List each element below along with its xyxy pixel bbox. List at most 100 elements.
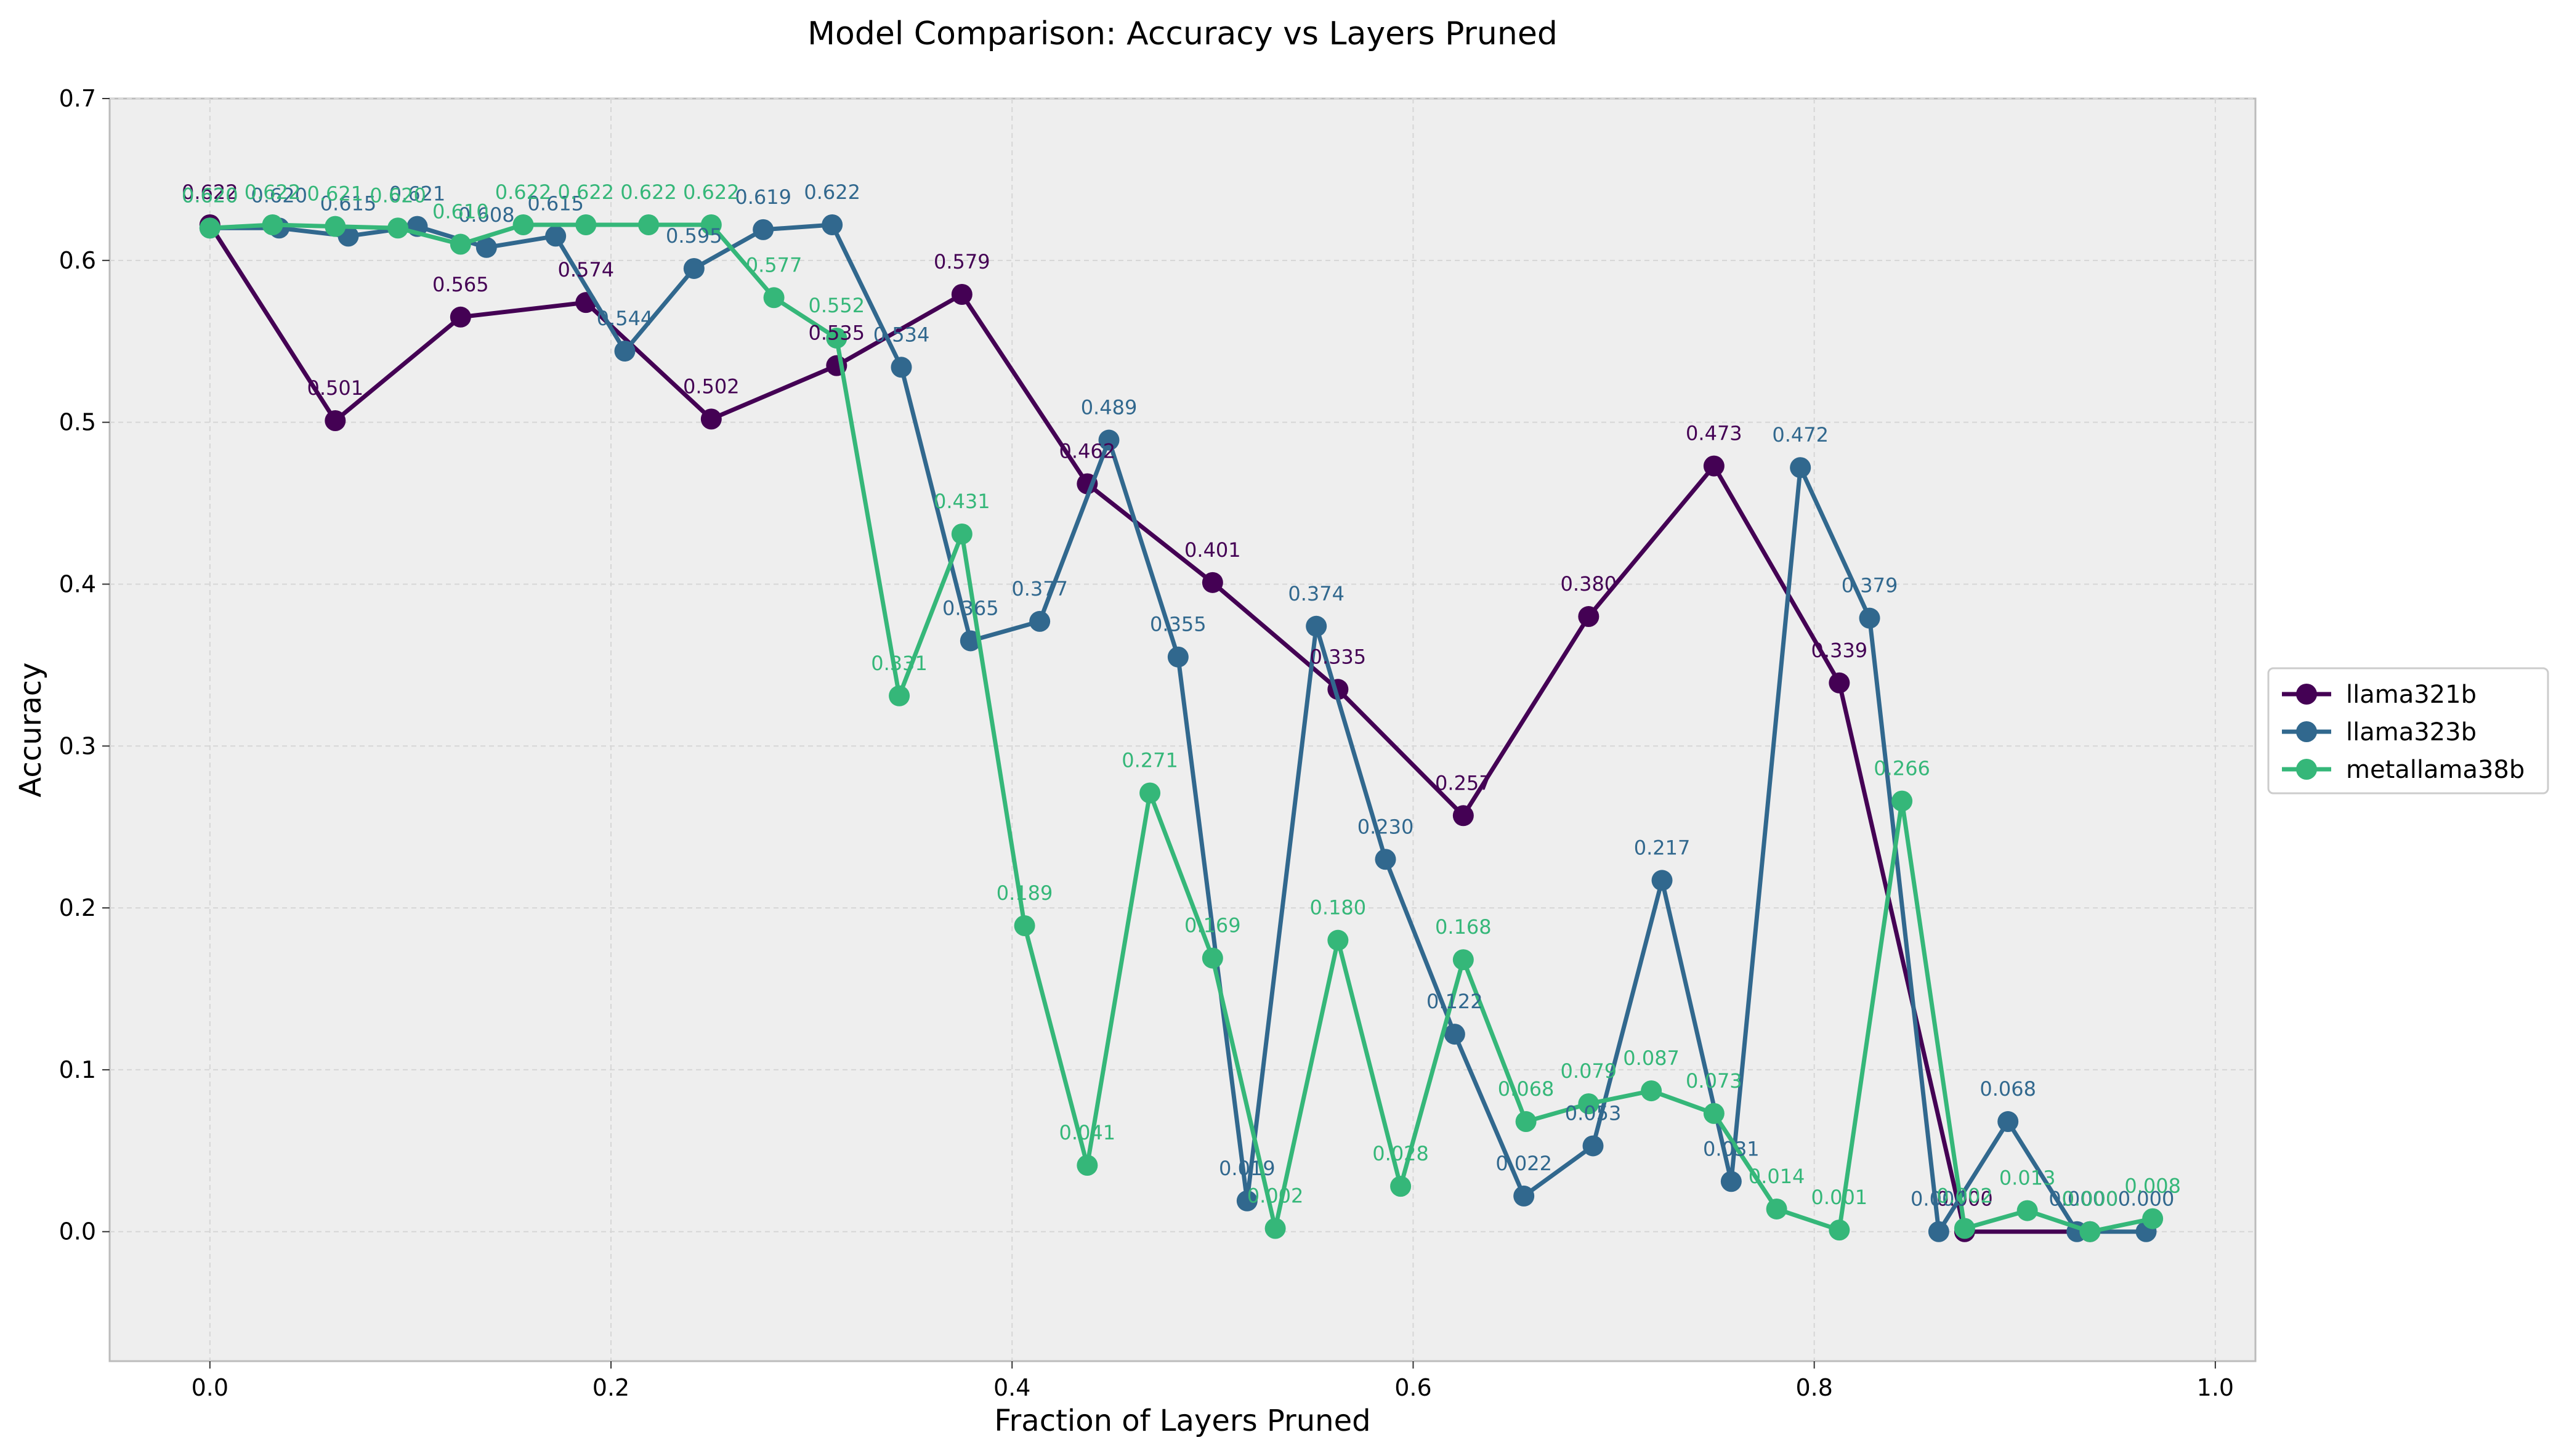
data-point [1452,949,1474,971]
data-point [387,217,409,239]
data-point [1513,1185,1535,1207]
data-label: 0.019 [1219,1157,1276,1180]
data-point [1703,455,1725,477]
data-point [638,214,660,235]
data-label: 0.073 [1686,1069,1742,1093]
data-point [325,410,346,432]
y-tick-label: 0.7 [59,85,96,112]
data-label: 0.620 [182,184,238,207]
data-label: 0.000 [1936,1187,1993,1211]
series-llama323b [199,214,2157,1242]
data-label: 0.622 [804,180,860,204]
legend-item-llama323b: llama323b [2282,718,2477,746]
data-point [1515,1111,1537,1133]
data-label: 0.377 [1011,577,1068,601]
data-label: 0.619 [735,185,791,209]
data-label: 0.365 [942,596,999,620]
data-label: 0.431 [934,490,990,513]
data-point [1582,1135,1604,1157]
y-tick-label: 0.6 [59,247,96,274]
data-label: 0.501 [307,376,364,400]
y-tick-label: 0.2 [59,894,96,921]
data-label: 0.068 [1498,1077,1555,1101]
data-label: 0.401 [1184,538,1241,562]
data-point [1928,1221,1949,1242]
y-tick-label: 0.5 [59,409,96,436]
data-label: 0.472 [1772,423,1829,447]
legend-frame [2267,667,2549,795]
data-label: 0.022 [1495,1152,1552,1175]
data-point [575,214,597,235]
data-label: 0.355 [1150,613,1207,636]
data-label: 0.000 [1911,1187,1967,1211]
data-point [450,306,471,328]
data-label: 0.622 [182,180,238,204]
data-point [1578,606,1599,628]
data-point [889,685,910,706]
data-point [1264,1218,1286,1239]
data-point [1829,672,1850,694]
data-point [1029,610,1051,632]
data-point [1139,782,1161,804]
data-label: 0.620 [251,184,307,207]
x-tick-label: 0.4 [993,1374,1030,1401]
data-point [1703,1102,1725,1124]
data-point [763,287,785,309]
data-label: 0.217 [1634,836,1691,859]
data-label: 0.534 [873,323,930,346]
data-label: 0.462 [1059,440,1116,463]
data-label: 0.620 [182,184,238,207]
data-label: 0.380 [1561,572,1617,596]
data-label: 0.622 [245,180,301,204]
data-label: 0.615 [527,192,584,215]
data-label: 0.502 [683,374,740,398]
data-label: 0.271 [1122,749,1178,772]
y-axis-label: Accuracy [14,662,48,797]
y-tick-label: 0.0 [59,1218,96,1245]
data-label: 0.122 [1426,990,1483,1013]
data-point [2079,1221,2101,1242]
data-label: 0.014 [1749,1165,1805,1188]
data-point [1452,805,1474,827]
data-label: 0.621 [307,182,364,206]
data-point [1578,1093,1599,1115]
data-point [1641,1080,1662,1102]
data-label: 0.535 [809,322,865,345]
grid-lines [110,98,2255,1361]
data-point [1375,849,1396,870]
data-point [1829,1219,1850,1241]
data-point [1236,1190,1258,1211]
data-point [1077,1154,1098,1176]
data-label: 0.180 [1310,896,1367,920]
data-label: 0.001 [1811,1186,1868,1209]
data-point [1390,1176,1412,1197]
data-point [1444,1024,1465,1045]
legend-label: llama321b [2346,681,2477,709]
y-tick-label: 0.1 [59,1056,96,1083]
chart-title: Model Comparison: Accuracy vs Layers Pru… [807,15,1558,52]
legend-label: llama323b [2346,718,2477,746]
data-label: 0.565 [432,273,489,296]
y-tick-label: 0.4 [59,570,96,597]
data-point [1098,429,1120,451]
legend-item-metallama38b: metallama38b [2282,756,2525,784]
data-label: 0.579 [934,250,990,273]
data-label: 0.169 [1184,914,1241,937]
data-point [1327,929,1349,951]
data-label: 0.615 [320,192,377,215]
data-point [1891,790,1913,812]
data-label: 0.068 [1980,1077,2036,1101]
data-label: 0.079 [1561,1059,1617,1083]
data-point [1651,870,1673,891]
data-point [1202,572,1223,593]
data-label: 0.331 [871,652,928,675]
data-point [683,257,705,279]
x-tick-label: 0.2 [592,1374,629,1401]
data-label: 0.489 [1081,396,1138,419]
data-point [512,214,534,235]
data-label: 0.000 [2062,1187,2119,1211]
data-point [2142,1208,2164,1229]
data-label: 0.000 [2048,1187,2105,1211]
data-label: 0.374 [1288,582,1345,605]
data-point [1202,947,1223,969]
